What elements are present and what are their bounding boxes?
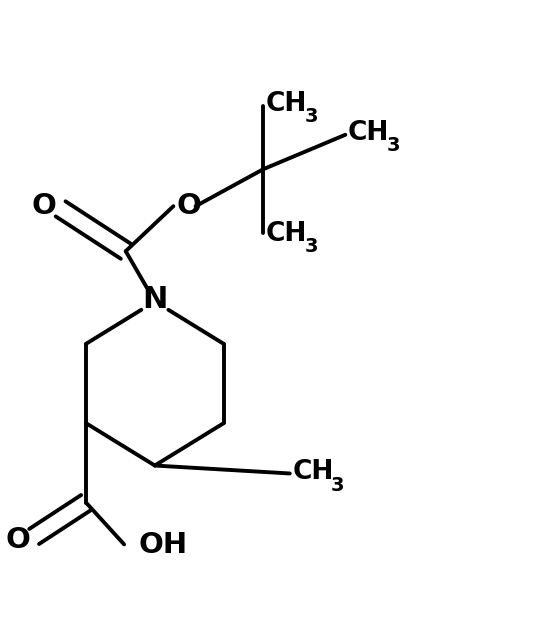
Text: 3: 3: [304, 237, 318, 256]
Text: OH: OH: [138, 531, 187, 559]
Text: CH: CH: [266, 91, 307, 117]
Text: 3: 3: [304, 107, 318, 125]
Text: 3: 3: [386, 136, 400, 155]
Text: O: O: [177, 192, 202, 220]
Text: CH: CH: [348, 120, 389, 146]
Text: CH: CH: [293, 460, 334, 485]
Text: N: N: [142, 285, 168, 314]
Text: O: O: [6, 525, 31, 554]
Text: O: O: [31, 192, 56, 220]
Text: 3: 3: [331, 476, 345, 495]
Text: CH: CH: [266, 221, 307, 247]
